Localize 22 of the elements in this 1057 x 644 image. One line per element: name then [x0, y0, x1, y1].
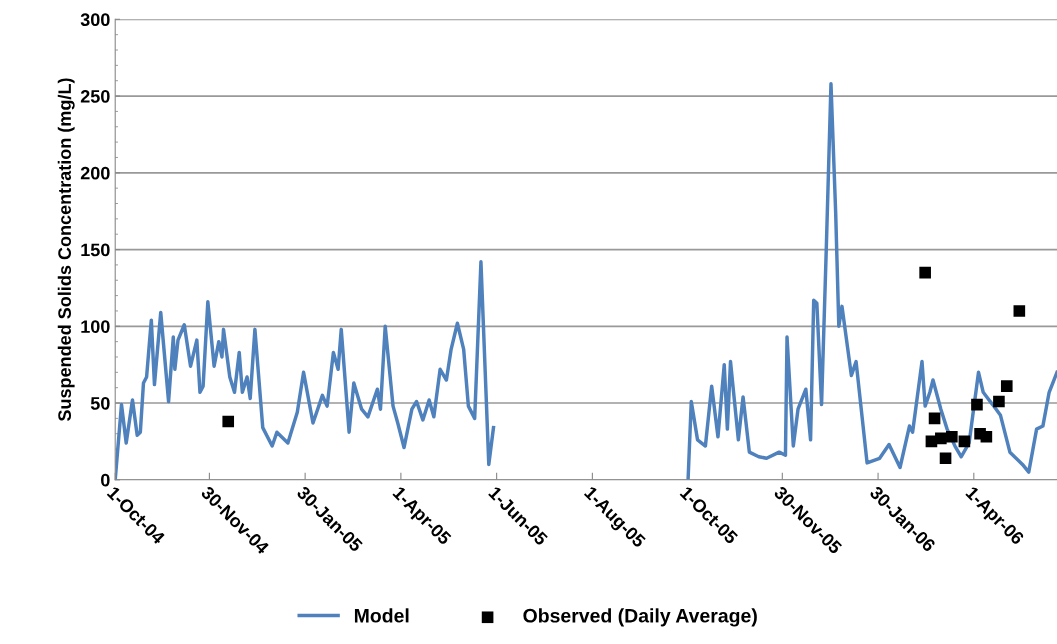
legend-label: Model: [354, 608, 409, 623]
point: [935, 432, 947, 445]
y-tick-label: 200: [80, 166, 110, 180]
point: [1013, 305, 1026, 317]
y-axis-title: Suspended Solids Concentration (mg/L): [57, 78, 75, 422]
point: [946, 430, 958, 443]
y-tick-label: 50: [90, 396, 110, 410]
point: [222, 415, 235, 428]
y-tick-label: 0: [101, 473, 110, 487]
point: [958, 435, 971, 448]
point: [971, 398, 983, 411]
point: [919, 266, 931, 279]
point: [1000, 380, 1013, 392]
point: [980, 430, 993, 443]
legend-label: Observed (Daily Average): [523, 608, 757, 627]
point: [928, 412, 941, 425]
point: [939, 452, 952, 465]
y-tick-label: 100: [81, 320, 110, 334]
y-tick-label: 250: [80, 90, 110, 103]
y-tick-label: 150: [81, 243, 110, 257]
y-tick-label: 300: [80, 13, 110, 27]
point: [993, 395, 1005, 408]
